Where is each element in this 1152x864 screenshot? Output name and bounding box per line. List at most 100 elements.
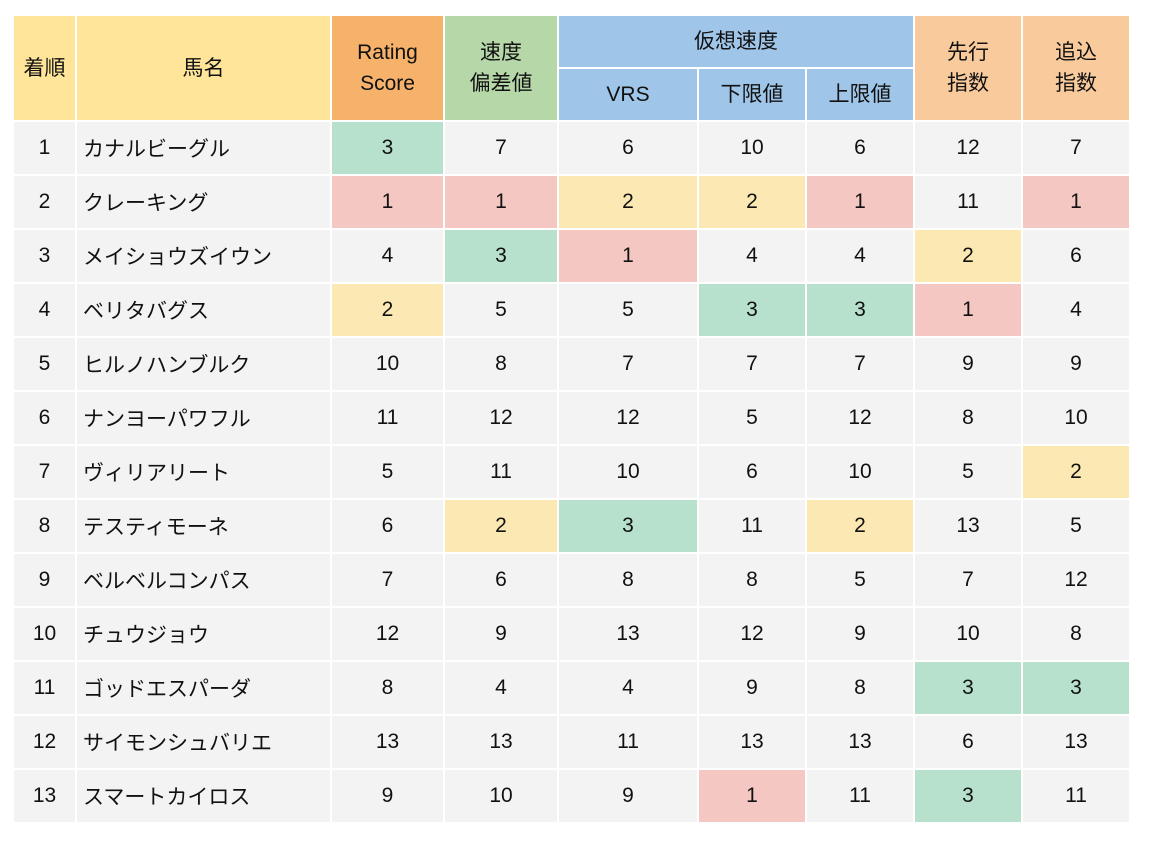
rating-cell[interactable]: 10 xyxy=(330,336,445,392)
oikomi-cell[interactable]: 11 xyxy=(1021,768,1131,824)
rating-cell[interactable]: 9 xyxy=(330,768,445,824)
header-name[interactable]: 馬名 xyxy=(75,14,332,122)
vrs-cell[interactable]: 13 xyxy=(557,606,699,662)
vrs-cell[interactable]: 12 xyxy=(557,390,699,446)
rating-cell[interactable]: 5 xyxy=(330,444,445,500)
speed-cell[interactable]: 1 xyxy=(443,174,559,230)
rank-cell[interactable]: 9 xyxy=(12,552,77,608)
senko-cell[interactable]: 9 xyxy=(913,336,1023,392)
lower-cell[interactable]: 6 xyxy=(697,444,807,500)
vrs-cell[interactable]: 9 xyxy=(557,768,699,824)
rank-cell[interactable]: 5 xyxy=(12,336,77,392)
vrs-cell[interactable]: 10 xyxy=(557,444,699,500)
header-lower[interactable]: 下限値 xyxy=(697,67,807,122)
speed-cell[interactable]: 3 xyxy=(443,228,559,284)
senko-cell[interactable]: 8 xyxy=(913,390,1023,446)
upper-cell[interactable]: 11 xyxy=(805,768,915,824)
horse-name-cell[interactable]: カナルビーグル xyxy=(75,120,332,176)
lower-cell[interactable]: 13 xyxy=(697,714,807,770)
oikomi-cell[interactable]: 4 xyxy=(1021,282,1131,338)
header-vrs[interactable]: VRS xyxy=(557,67,699,122)
upper-cell[interactable]: 1 xyxy=(805,174,915,230)
rating-cell[interactable]: 13 xyxy=(330,714,445,770)
vrs-cell[interactable]: 8 xyxy=(557,552,699,608)
oikomi-cell[interactable]: 7 xyxy=(1021,120,1131,176)
rating-cell[interactable]: 7 xyxy=(330,552,445,608)
lower-cell[interactable]: 10 xyxy=(697,120,807,176)
upper-cell[interactable]: 6 xyxy=(805,120,915,176)
rank-cell[interactable]: 11 xyxy=(12,660,77,716)
lower-cell[interactable]: 12 xyxy=(697,606,807,662)
speed-cell[interactable]: 2 xyxy=(443,498,559,554)
oikomi-cell[interactable]: 3 xyxy=(1021,660,1131,716)
speed-cell[interactable]: 8 xyxy=(443,336,559,392)
header-virtual-speed[interactable]: 仮想速度 xyxy=(557,14,915,69)
vrs-cell[interactable]: 4 xyxy=(557,660,699,716)
rank-cell[interactable]: 13 xyxy=(12,768,77,824)
rating-cell[interactable]: 1 xyxy=(330,174,445,230)
rating-cell[interactable]: 11 xyxy=(330,390,445,446)
lower-cell[interactable]: 2 xyxy=(697,174,807,230)
senko-cell[interactable]: 2 xyxy=(913,228,1023,284)
oikomi-cell[interactable]: 5 xyxy=(1021,498,1131,554)
vrs-cell[interactable]: 1 xyxy=(557,228,699,284)
horse-name-cell[interactable]: ナンヨーパワフル xyxy=(75,390,332,446)
vrs-cell[interactable]: 11 xyxy=(557,714,699,770)
lower-cell[interactable]: 4 xyxy=(697,228,807,284)
rank-cell[interactable]: 8 xyxy=(12,498,77,554)
oikomi-cell[interactable]: 12 xyxy=(1021,552,1131,608)
horse-name-cell[interactable]: ヴィリアリート xyxy=(75,444,332,500)
oikomi-cell[interactable]: 1 xyxy=(1021,174,1131,230)
rank-cell[interactable]: 4 xyxy=(12,282,77,338)
senko-cell[interactable]: 5 xyxy=(913,444,1023,500)
speed-cell[interactable]: 11 xyxy=(443,444,559,500)
oikomi-cell[interactable]: 8 xyxy=(1021,606,1131,662)
rank-cell[interactable]: 2 xyxy=(12,174,77,230)
lower-cell[interactable]: 9 xyxy=(697,660,807,716)
vrs-cell[interactable]: 7 xyxy=(557,336,699,392)
senko-cell[interactable]: 6 xyxy=(913,714,1023,770)
lower-cell[interactable]: 1 xyxy=(697,768,807,824)
horse-name-cell[interactable]: テスティモーネ xyxy=(75,498,332,554)
header-rating-score[interactable]: Rating Score xyxy=(330,14,445,122)
senko-cell[interactable]: 13 xyxy=(913,498,1023,554)
rank-cell[interactable]: 3 xyxy=(12,228,77,284)
header-senko-index[interactable]: 先行 指数 xyxy=(913,14,1023,122)
header-oikomi-index[interactable]: 追込 指数 xyxy=(1021,14,1131,122)
speed-cell[interactable]: 9 xyxy=(443,606,559,662)
horse-name-cell[interactable]: サイモンシュバリエ xyxy=(75,714,332,770)
senko-cell[interactable]: 3 xyxy=(913,660,1023,716)
upper-cell[interactable]: 13 xyxy=(805,714,915,770)
speed-cell[interactable]: 5 xyxy=(443,282,559,338)
upper-cell[interactable]: 7 xyxy=(805,336,915,392)
rank-cell[interactable]: 12 xyxy=(12,714,77,770)
rating-cell[interactable]: 4 xyxy=(330,228,445,284)
horse-name-cell[interactable]: ベルベルコンパス xyxy=(75,552,332,608)
horse-name-cell[interactable]: メイショウズイウン xyxy=(75,228,332,284)
senko-cell[interactable]: 3 xyxy=(913,768,1023,824)
speed-cell[interactable]: 6 xyxy=(443,552,559,608)
rating-cell[interactable]: 6 xyxy=(330,498,445,554)
rating-cell[interactable]: 3 xyxy=(330,120,445,176)
lower-cell[interactable]: 5 xyxy=(697,390,807,446)
rating-cell[interactable]: 8 xyxy=(330,660,445,716)
senko-cell[interactable]: 11 xyxy=(913,174,1023,230)
senko-cell[interactable]: 10 xyxy=(913,606,1023,662)
speed-cell[interactable]: 4 xyxy=(443,660,559,716)
upper-cell[interactable]: 12 xyxy=(805,390,915,446)
rank-cell[interactable]: 10 xyxy=(12,606,77,662)
upper-cell[interactable]: 9 xyxy=(805,606,915,662)
horse-name-cell[interactable]: チュウジョウ xyxy=(75,606,332,662)
upper-cell[interactable]: 2 xyxy=(805,498,915,554)
senko-cell[interactable]: 7 xyxy=(913,552,1023,608)
lower-cell[interactable]: 3 xyxy=(697,282,807,338)
header-rank[interactable]: 着順 xyxy=(12,14,77,122)
lower-cell[interactable]: 7 xyxy=(697,336,807,392)
lower-cell[interactable]: 8 xyxy=(697,552,807,608)
rating-cell[interactable]: 2 xyxy=(330,282,445,338)
upper-cell[interactable]: 5 xyxy=(805,552,915,608)
rank-cell[interactable]: 1 xyxy=(12,120,77,176)
oikomi-cell[interactable]: 10 xyxy=(1021,390,1131,446)
oikomi-cell[interactable]: 2 xyxy=(1021,444,1131,500)
rank-cell[interactable]: 6 xyxy=(12,390,77,446)
